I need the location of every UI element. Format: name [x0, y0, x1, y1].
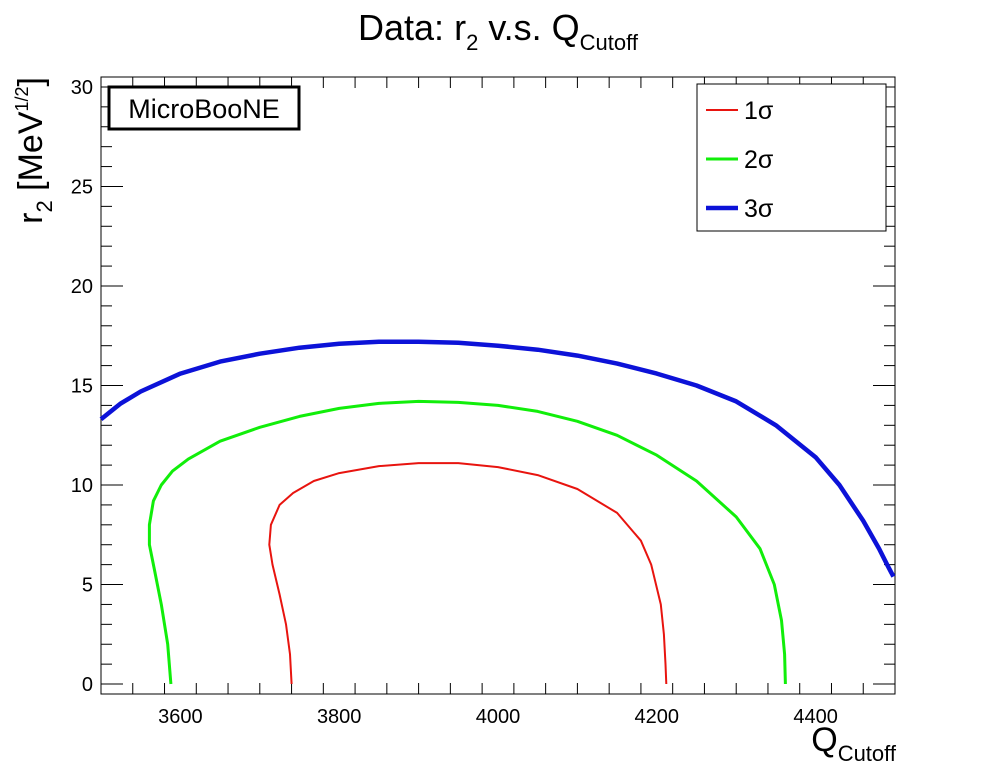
- series-2sigma-line: [147, 399, 787, 685]
- chart-title: Data: r2 v.s. QCutoff: [358, 7, 639, 55]
- x-axis-tick-labels: 3600 3800 4000 4200 4400: [158, 706, 838, 728]
- experiment-badge-label: MicroBooNE: [128, 94, 280, 124]
- legend: 1σ 2σ 3σ: [696, 83, 887, 232]
- y-tick-label: 25: [71, 176, 93, 198]
- experiment-badge: MicroBooNE: [107, 85, 301, 131]
- y-tick-label: 15: [71, 376, 93, 398]
- y-axis-tick-labels: 0 5 10 15 20 25 30: [71, 77, 93, 696]
- y-tick-label: 0: [82, 674, 93, 696]
- y-tick-label: 20: [71, 276, 93, 298]
- legend-label-2sigma: 2σ: [744, 146, 774, 174]
- x-tick-label: 3800: [317, 706, 362, 728]
- x-tick-label: 4200: [635, 706, 680, 728]
- series-3sigma-line: [99, 339, 896, 578]
- x-tick-label: 3600: [158, 706, 203, 728]
- legend-label-3sigma: 3σ: [744, 195, 774, 223]
- legend-label-1sigma: 1σ: [744, 97, 774, 125]
- series-1sigma-line: [268, 462, 668, 685]
- y-axis-title: r2 [MeV1/2]: [12, 77, 57, 224]
- x-tick-label: 4000: [476, 706, 521, 728]
- y-tick-label: 5: [82, 575, 93, 597]
- x-axis-title: QCutoff: [811, 721, 897, 766]
- y-tick-label: 30: [71, 77, 93, 99]
- x-tick-label: 4400: [793, 706, 838, 728]
- y-tick-label: 10: [71, 475, 93, 497]
- series-layer: [99, 339, 896, 685]
